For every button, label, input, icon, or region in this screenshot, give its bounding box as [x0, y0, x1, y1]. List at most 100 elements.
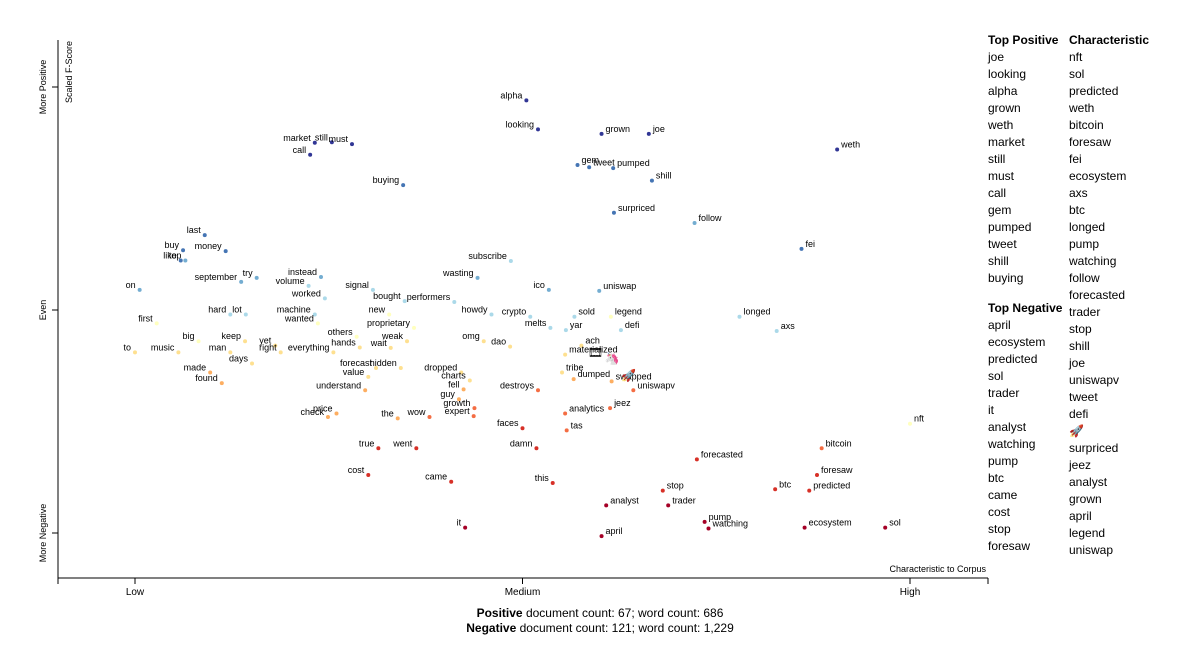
point-bought [402, 299, 407, 304]
x-tick-label: High [900, 587, 921, 598]
top-negative-item[interactable]: pump [988, 454, 1019, 468]
top-positive-item[interactable]: buying [988, 271, 1024, 285]
top-negative-item[interactable]: came [988, 488, 1018, 502]
top-negative-item[interactable]: btc [988, 471, 1005, 485]
top-negative-item[interactable]: watching [988, 437, 1036, 451]
top-negative-item[interactable]: stop [988, 522, 1011, 536]
label-dao: dao [491, 337, 506, 347]
label-pumped: pumped [617, 158, 650, 168]
characteristic-item[interactable]: surpriced [1069, 441, 1119, 455]
characteristic-item[interactable]: 🚀 [1069, 424, 1084, 438]
characteristic-item[interactable]: bitcoin [1069, 118, 1104, 132]
point-stop [660, 488, 665, 493]
point-crypto [528, 314, 533, 319]
top-negative-item[interactable]: analyst [988, 420, 1027, 434]
negative-stats: Negative document count: 121; word count… [0, 621, 1200, 636]
top-positive-list: joe looking alpha grown weth market still must c… [988, 49, 1058, 287]
characteristic-item[interactable]: trader [1069, 305, 1101, 319]
characteristic-item[interactable]: fei [1069, 152, 1082, 166]
characteristic-item[interactable]: uniswap [1069, 543, 1114, 557]
top-positive-item[interactable]: joe [988, 50, 1005, 64]
point-hard [228, 312, 233, 317]
characteristic-item[interactable]: grown [1069, 492, 1102, 506]
point-alpha [524, 98, 529, 103]
top-positive-item[interactable]: shill [988, 254, 1009, 268]
label-foresaw: foresaw [821, 465, 853, 475]
label-bitcoin: bitcoin [826, 438, 852, 448]
characteristic-item[interactable]: shill [1069, 339, 1090, 353]
point-understand [363, 388, 368, 393]
point-ecosystem [802, 525, 807, 530]
label-defi: defi [625, 320, 640, 330]
characteristic-item[interactable]: pump [1069, 237, 1100, 251]
point-went [414, 446, 419, 451]
label-longed: longed [744, 307, 771, 317]
axes: Low Medium High More Positive Even More Negat… [38, 40, 989, 598]
top-positive-item[interactable]: call [988, 186, 1007, 200]
top-negative-item[interactable]: sol [988, 369, 1004, 383]
characteristic-item[interactable]: watching [1069, 254, 1117, 268]
top-positive-item[interactable]: alpha [988, 84, 1018, 98]
label-faces: faces [497, 418, 519, 428]
label-buying: buying [373, 175, 400, 185]
characteristic-item[interactable]: ecosystem [1069, 169, 1127, 183]
characteristic-item[interactable]: weth [1069, 101, 1095, 115]
point-value [366, 374, 371, 379]
characteristic-item[interactable]: tweet [1069, 390, 1098, 404]
point-wanted [315, 321, 320, 326]
top-positive-item[interactable]: market [988, 135, 1025, 149]
point-yet [273, 343, 278, 348]
top-negative-item[interactable]: it [988, 403, 994, 417]
top-positive-item[interactable]: weth [988, 118, 1014, 132]
point-dumped [571, 377, 576, 382]
characteristic-item[interactable]: joe [1069, 356, 1086, 370]
characteristic-item[interactable]: longed [1069, 220, 1106, 234]
top-positive-item[interactable]: gem [988, 203, 1012, 217]
characteristic-item[interactable]: uniswapv [1069, 373, 1120, 387]
characteristic-item[interactable]: predicted [1069, 84, 1119, 98]
point-days [250, 361, 255, 366]
characteristic-item[interactable]: april [1069, 509, 1092, 523]
top-negative-item[interactable]: cost [988, 505, 1011, 519]
characteristic-item[interactable]: stop [1069, 322, 1092, 336]
characteristic-item[interactable]: sol [1069, 67, 1085, 81]
label-sol: sol [889, 518, 901, 528]
point-growth [472, 406, 477, 411]
top-positive-item[interactable]: tweet [988, 237, 1017, 251]
characteristic-item[interactable]: jeez [1069, 458, 1092, 472]
top-negative-item[interactable]: ecosystem [988, 335, 1046, 349]
y-axis-title: Scaled F-Score [64, 41, 74, 103]
top-negative-item[interactable]: foresaw [988, 539, 1031, 553]
point-trader [666, 503, 671, 508]
top-positive-item[interactable]: must [988, 169, 1015, 183]
top-negative-item[interactable]: trader [988, 386, 1020, 400]
characteristic-item[interactable]: defi [1069, 407, 1089, 421]
characteristic-item[interactable]: foresaw [1069, 135, 1112, 149]
point-joe [646, 131, 651, 136]
top-positive-item[interactable]: still [988, 152, 1006, 166]
point-pumped [611, 166, 616, 171]
point-forecasted [694, 457, 699, 462]
characteristic-item[interactable]: follow [1069, 271, 1100, 285]
characteristic-item[interactable]: btc [1069, 203, 1086, 217]
top-positive-item[interactable]: pumped [988, 220, 1032, 234]
label-value: value [343, 367, 365, 377]
characteristic-item[interactable]: analyst [1069, 475, 1108, 489]
label-last: last [187, 225, 202, 235]
point-swapped [609, 379, 614, 384]
label-btc: btc [779, 479, 792, 489]
point-analytics [563, 411, 568, 416]
point-came [449, 479, 454, 484]
top-negative-item[interactable]: predicted [988, 352, 1038, 366]
characteristic-item[interactable]: forecasted [1069, 288, 1126, 302]
label-surpriced: surpriced [618, 203, 655, 213]
characteristic-item[interactable]: nft [1069, 50, 1083, 64]
point-legend [608, 314, 613, 319]
top-positive-item[interactable]: looking [988, 67, 1027, 81]
characteristic-item[interactable]: axs [1069, 186, 1088, 200]
characteristic-item[interactable]: legend [1069, 526, 1106, 540]
top-positive-item[interactable]: grown [988, 101, 1021, 115]
top-negative-item[interactable]: april [988, 318, 1011, 332]
point-on [137, 287, 142, 292]
label-stop: stop [667, 481, 684, 491]
